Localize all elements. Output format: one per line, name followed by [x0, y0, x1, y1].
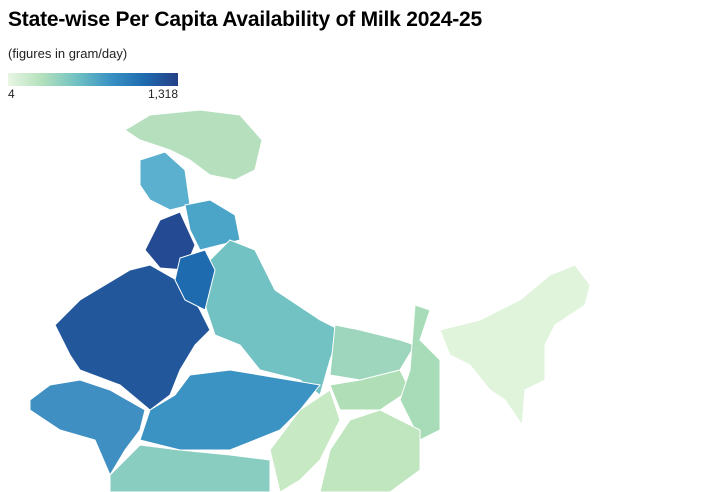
region-haryana[interactable] [174, 249, 216, 311]
region-bihar[interactable] [329, 324, 416, 381]
color-legend-bar [8, 73, 178, 86]
legend-max-label: 1,318 [147, 87, 178, 101]
region-himachal-pradesh[interactable] [139, 151, 191, 211]
region-uttar-pradesh[interactable] [204, 239, 341, 396]
region-punjab[interactable] [144, 211, 196, 271]
region-rajasthan[interactable] [54, 264, 211, 411]
region-odisha[interactable] [319, 409, 421, 492]
region-gujarat[interactable] [29, 379, 146, 477]
region-west-bengal[interactable] [399, 304, 441, 441]
region-chhattisgarh[interactable] [269, 389, 341, 492]
legend-min-label: 4 [8, 87, 15, 101]
region-maharashtra[interactable] [109, 444, 271, 492]
chart-subtitle: (figures in gram/day) [8, 46, 128, 61]
region-jammu-kashmir-ladakh[interactable] [124, 109, 263, 181]
chart-title: State-wise Per Capita Availability of Mi… [8, 8, 482, 31]
region-north-east[interactable] [439, 264, 591, 427]
